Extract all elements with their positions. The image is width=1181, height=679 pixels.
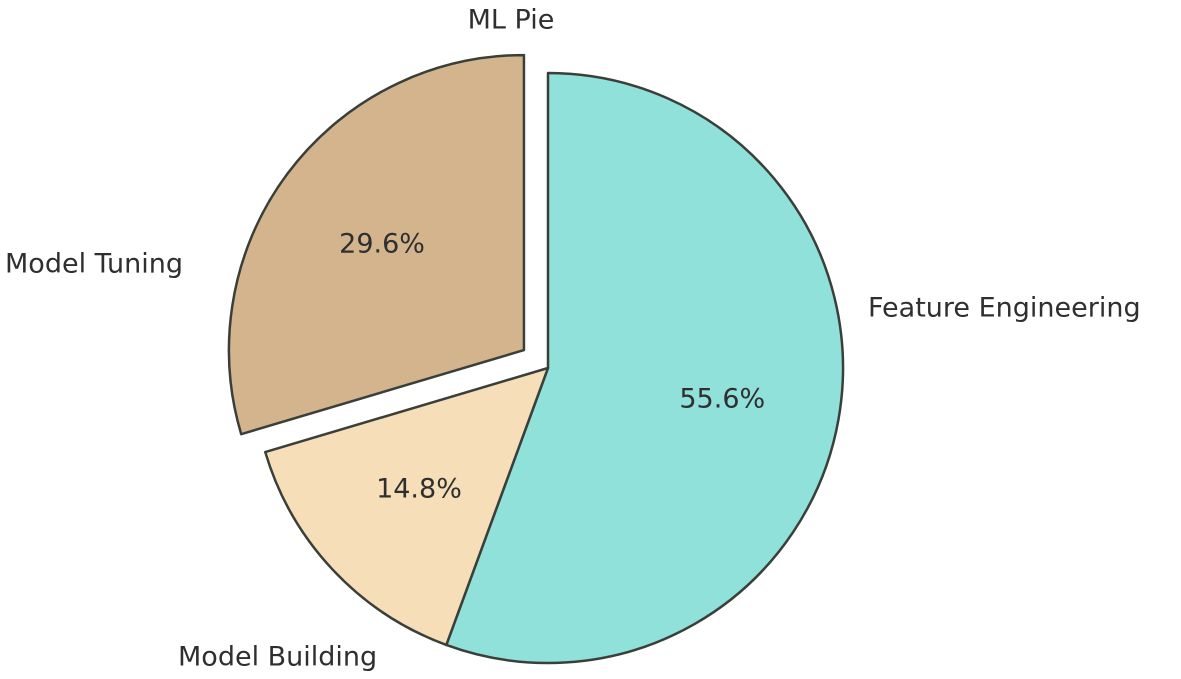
pie-percent-label: 14.8% [376, 473, 462, 505]
pie-slice-model-building [263, 366, 550, 647]
pie-percent-label: 55.6% [679, 383, 766, 415]
chart-title: ML Pie [467, 4, 555, 36]
pie-category-label: Feature Engineering [868, 292, 1141, 324]
pie-category-label: Model Building [178, 641, 378, 673]
pie-percent-label: 29.6% [339, 228, 425, 260]
pie-slice-feature-engineering [445, 71, 845, 665]
pie-slice-model-tuning [227, 53, 526, 436]
pie-category-label: Model Tuning [5, 248, 184, 280]
